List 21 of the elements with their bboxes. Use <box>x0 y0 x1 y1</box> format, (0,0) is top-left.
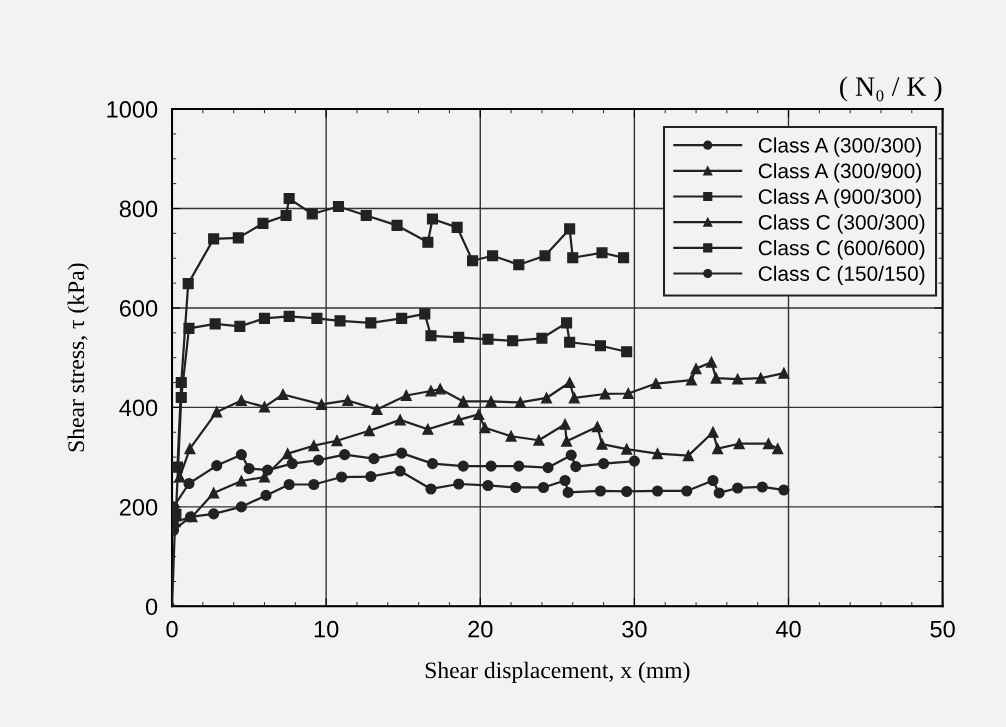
y-tick-label: 1000 <box>107 101 158 118</box>
x-tick-label: 20 <box>468 620 493 638</box>
y-axis-title: Shear stress, τ (kPa) <box>67 263 89 452</box>
legend-label: Class A (300/300) <box>758 137 921 157</box>
legend-label: Class A (900/300) <box>758 188 921 209</box>
y-tick-label: 0 <box>145 598 158 616</box>
legend-label: Class C (600/600) <box>758 240 925 260</box>
x-axis-title: Shear displacement, x (mm) <box>425 661 690 684</box>
x-tick-label: 0 <box>166 620 178 638</box>
x-tick-label: 50 <box>930 620 955 638</box>
legend-label: Class C (300/300) <box>758 214 925 234</box>
x-tick-label: 30 <box>622 620 647 638</box>
legend-label: Class C (150/150) <box>758 265 925 286</box>
x-tick-label: 40 <box>775 620 801 638</box>
y-tick-label: 800 <box>119 200 158 218</box>
y-tick-label: 600 <box>119 300 158 317</box>
legend-label: Class A (300/900) <box>758 163 921 183</box>
x-tick-label: 10 <box>314 620 339 638</box>
y-tick-label: 400 <box>119 399 158 417</box>
y-tick-label: 200 <box>119 498 158 516</box>
text: ( N₀ / K ) <box>840 76 942 102</box>
